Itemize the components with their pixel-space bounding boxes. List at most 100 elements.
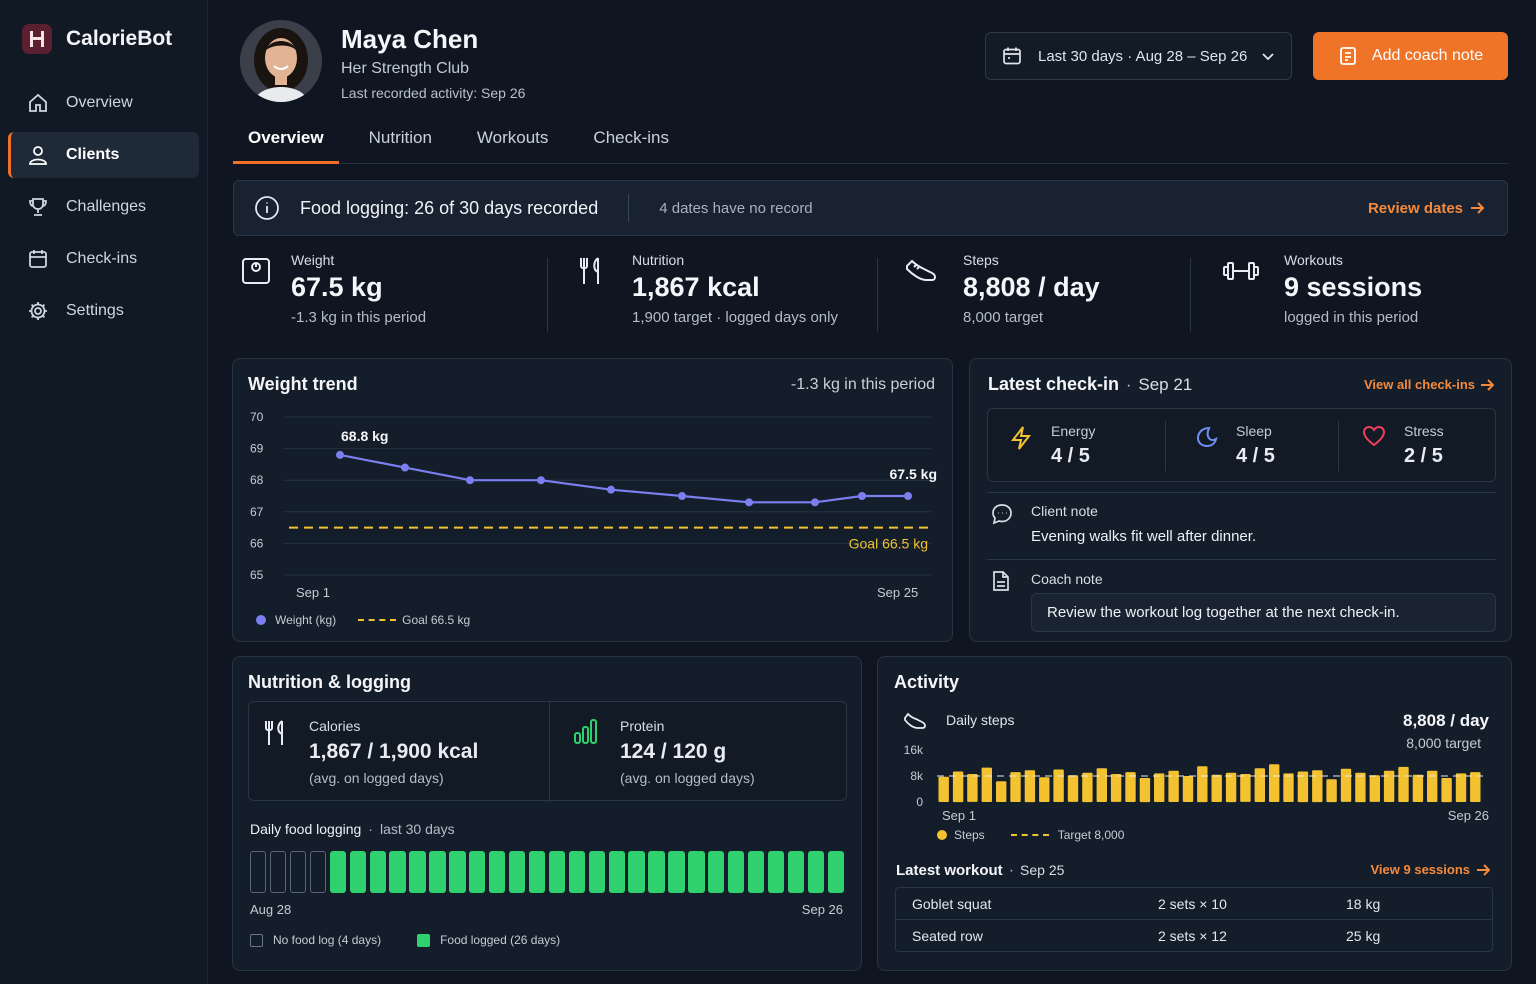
weight-point [811, 498, 819, 507]
logged-day-cell[interactable] [588, 851, 605, 893]
logged-day-cell[interactable] [807, 851, 825, 893]
steps-bar [1312, 770, 1323, 803]
checkin-date: Sep 21 [1138, 375, 1193, 394]
steps-bar [1110, 774, 1122, 802]
tab-check-ins[interactable]: Check-ins [593, 128, 670, 147]
logged-day-cell[interactable] [369, 851, 386, 893]
tab-workouts[interactable]: Workouts [476, 128, 549, 147]
missing-day-cell[interactable] [309, 851, 327, 893]
utensils-icon [578, 256, 618, 338]
logged-day-cell[interactable] [827, 851, 844, 893]
logged-day-cell[interactable] [688, 851, 705, 893]
steps-bar [1283, 773, 1294, 802]
legend-no-log-label: No food log (4 days) [273, 933, 382, 947]
logging-period: last 30 days [379, 821, 455, 837]
steps-bar [1412, 774, 1424, 802]
steps-bar [938, 776, 949, 802]
logged-day-cell[interactable] [528, 851, 546, 893]
logged-day-cell[interactable] [608, 851, 625, 893]
y-tick-label: 16k [904, 743, 924, 757]
weight-legend: Weight (kg) Goal 66.5 kg [256, 613, 470, 627]
dumbbell-icon [1222, 256, 1262, 338]
tab-bar: Overview Nutrition Workouts Check-ins [233, 128, 1508, 164]
sidebar-item-label: Settings [66, 302, 124, 319]
missing-day-cell[interactable] [289, 851, 307, 893]
logged-day-cell[interactable] [548, 851, 566, 893]
y-tick-label: 70 [250, 410, 264, 424]
checkin-metrics: Energy 4 / 5 Sleep 4 / 5 Stress 2 / 5 [987, 408, 1496, 482]
legend-steps-swatch [937, 830, 947, 840]
steps-bar [1369, 775, 1380, 802]
logged-day-cell[interactable] [449, 851, 466, 893]
table-row[interactable]: Goblet squat 2 sets × 10 18 kg [896, 888, 1492, 920]
view-all-checkins-link[interactable]: View all check-ins [1364, 377, 1494, 392]
steps-bar [1254, 768, 1265, 802]
legend-target-label: Target 8,000 [1057, 828, 1125, 842]
logged-day-cell[interactable] [349, 851, 366, 893]
steps-bar [1010, 772, 1021, 802]
review-dates-link[interactable]: Review dates [1368, 200, 1485, 217]
logged-day-cell[interactable] [767, 851, 785, 893]
missing-day-cell[interactable] [269, 851, 287, 893]
view-sessions-link[interactable]: View 9 sessions [1370, 862, 1490, 877]
add-coach-note-label: Add coach note [1371, 47, 1484, 64]
daily-logging-strip [250, 851, 844, 893]
logged-day-cell[interactable] [429, 851, 446, 893]
logged-day-cell[interactable] [329, 851, 347, 893]
logged-day-cell[interactable] [389, 851, 406, 893]
logged-day-cell[interactable] [568, 851, 586, 893]
stat-label: Nutrition [632, 252, 685, 268]
logging-label: Daily food logging [250, 821, 362, 837]
steps-bar [1269, 764, 1280, 802]
calories-sub: (avg. on logged days) [309, 770, 444, 786]
stat-value: 67.5 kg [291, 272, 383, 302]
calories-block: Calories 1,867 / 1,900 kcal (avg. on log… [309, 718, 478, 786]
logged-day-cell[interactable] [489, 851, 506, 893]
weight-point [537, 476, 545, 485]
protein-label: Protein [620, 718, 665, 734]
arrow-right-icon [1476, 863, 1490, 877]
review-dates-label: Review dates [1367, 199, 1463, 217]
steps-bar [1240, 774, 1251, 802]
metric-value: 2 / 5 [1404, 445, 1443, 467]
logged-day-cell[interactable] [409, 851, 426, 893]
stat-steps: Steps 8,808 / day 8,000 target [904, 252, 1100, 338]
calories-value: 1,867 / 1,900 kcal [309, 740, 479, 763]
logging-start-label: Aug 28 [250, 902, 292, 917]
add-coach-note-button[interactable]: Add coach note [1313, 32, 1508, 80]
logged-day-cell[interactable] [508, 851, 526, 893]
logged-day-cell[interactable] [708, 851, 725, 893]
logged-day-cell[interactable] [747, 851, 765, 893]
date-range-select[interactable]: Last 30 days · Aug 28 – Sep 26 [985, 32, 1292, 80]
legend-logged-label: Food logged (26 days) [440, 933, 561, 947]
arrow-right-icon [1469, 200, 1485, 216]
calories-label: Calories [309, 718, 361, 734]
coach-note-text[interactable]: Review the workout log together at the n… [1031, 593, 1496, 632]
logged-day-cell[interactable] [728, 851, 745, 893]
sidebar-nav: Overview Clients Challenges Check-ins Se… [8, 80, 199, 340]
logged-day-cell[interactable] [668, 851, 685, 893]
sidebar-item-challenges[interactable]: Challenges [8, 184, 199, 230]
steps-bar [1125, 772, 1136, 802]
sidebar-item-clients[interactable]: Clients [8, 132, 199, 178]
checkin-card: Latest check-in · Sep 21 View all check-… [969, 358, 1512, 642]
tab-nutrition[interactable]: Nutrition [368, 128, 432, 147]
app-logo[interactable]: CalorieBot [22, 24, 172, 54]
steps-bar [1470, 772, 1481, 802]
steps-bar [1340, 768, 1352, 802]
sidebar-item-check-ins[interactable]: Check-ins [8, 236, 199, 282]
sidebar-item-label: Challenges [66, 198, 147, 215]
logged-day-cell[interactable] [628, 851, 645, 893]
metric-label: Sleep [1236, 423, 1272, 439]
steps-bar [1455, 773, 1467, 802]
sidebar-item-settings[interactable]: Settings [8, 288, 199, 334]
sidebar-item-overview[interactable]: Overview [8, 80, 199, 126]
stat-sub: 1,900 target · logged days only [632, 309, 838, 326]
view-sessions-label: View 9 sessions [1370, 862, 1471, 877]
missing-day-cell[interactable] [250, 851, 267, 893]
tab-overview[interactable]: Overview [233, 128, 339, 164]
table-row[interactable]: Seated row 2 sets × 12 25 kg [896, 920, 1492, 952]
logged-day-cell[interactable] [648, 851, 665, 893]
logged-day-cell[interactable] [469, 851, 486, 893]
logged-day-cell[interactable] [787, 851, 805, 893]
